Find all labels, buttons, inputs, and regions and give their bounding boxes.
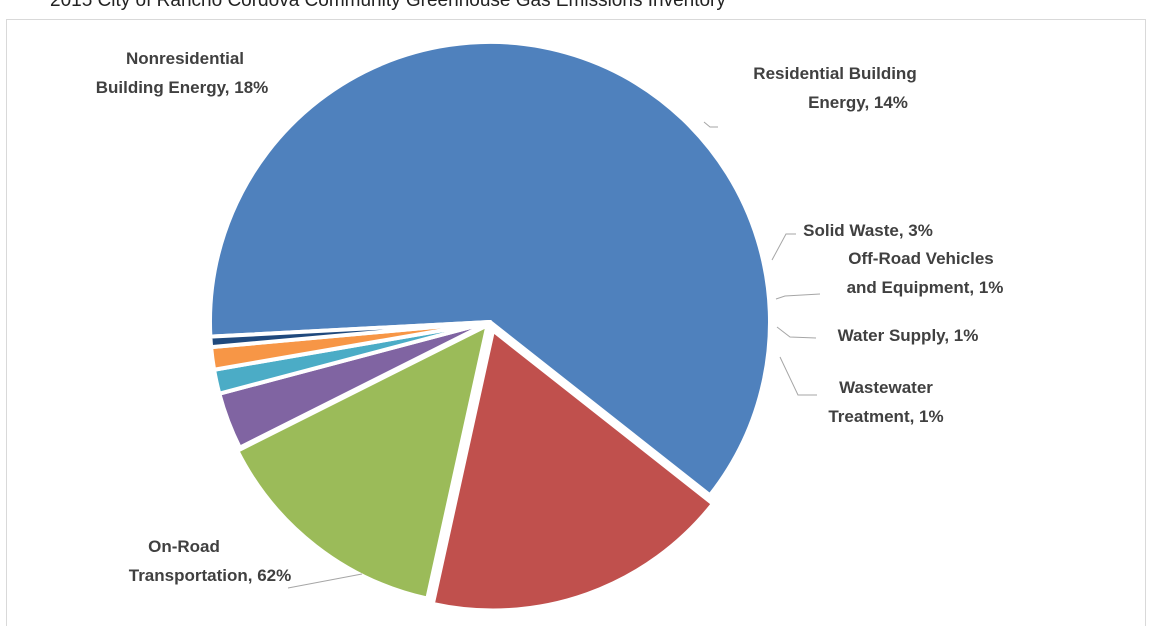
leader-line-solid-waste-3 xyxy=(771,233,796,261)
pie-slice-wastewater xyxy=(208,320,492,350)
data-label-on-road-line-1: On-Road xyxy=(148,537,220,556)
data-label-wastewater-line-1: Wastewater xyxy=(839,378,933,397)
leader-line-on-road xyxy=(287,573,363,589)
data-label-residential-building-line-2: Energy, 14% xyxy=(808,93,908,112)
data-label-wastewater-line-2: Treatment, 1% xyxy=(828,407,943,426)
leader-line-residential-building xyxy=(703,121,718,128)
data-label-nonresidential-line-1: Nonresidential xyxy=(126,49,244,68)
pie-slice-nonresidential xyxy=(430,328,715,613)
data-label-solid-waste-3-line-1: Solid Waste, 3% xyxy=(803,221,933,240)
leader-line-water-supply-1 xyxy=(776,326,817,339)
leader-line-off-road-vehicles xyxy=(775,293,821,300)
data-label-residential-building-line-1: Residential Building xyxy=(753,64,916,83)
chart-title: 2015 City of Rancho Cordova Community Gr… xyxy=(50,0,726,11)
pie-slice-residential-building xyxy=(235,323,490,601)
data-label-off-road-vehicles-line-1: Off-Road Vehicles xyxy=(848,249,993,268)
data-label-off-road-vehicles-line-2: and Equipment, 1% xyxy=(847,278,1004,297)
data-label-on-road-line-2: Transportation, 62% xyxy=(129,566,291,585)
chart-frame xyxy=(6,19,1146,626)
pie-slice-on-road xyxy=(208,40,772,498)
data-label-water-supply-1-line-1: Water Supply, 1% xyxy=(838,326,979,345)
data-label-nonresidential-line-2: Building Energy, 18% xyxy=(96,78,269,97)
leader-line-wastewater xyxy=(779,356,817,396)
